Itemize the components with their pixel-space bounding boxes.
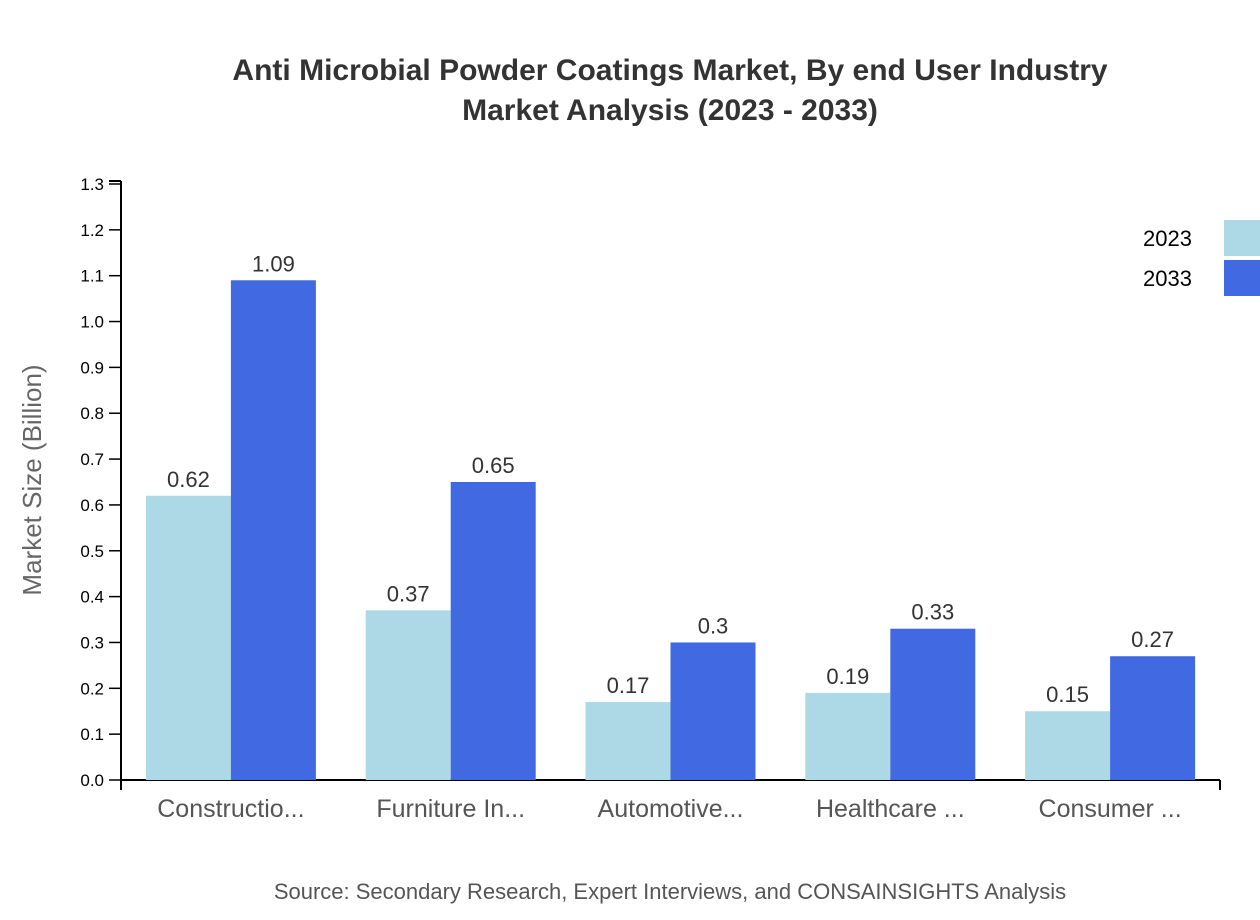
data-label: 0.33 [911, 600, 954, 625]
bar-2033 [1110, 656, 1196, 780]
bar-2033 [450, 482, 536, 780]
chart-title: Anti Microbial Powder Coatings Market, B… [232, 54, 1107, 87]
y-tick-label: 0.8 [80, 404, 104, 423]
y-tick-label: 1.2 [80, 221, 104, 240]
x-tick-label: Automotive... [598, 795, 744, 823]
legend-label: 2033 [1143, 266, 1192, 291]
data-label: 0.27 [1131, 627, 1174, 652]
y-axis-label: Market Size (Billion) [17, 364, 47, 595]
data-label: 0.17 [607, 673, 650, 698]
x-tick-label: Healthcare ... [816, 795, 965, 823]
bar-2023 [1025, 711, 1111, 780]
data-label: 0.19 [826, 664, 869, 689]
data-label: 0.15 [1046, 682, 1089, 707]
legend-swatch-2033 [1224, 260, 1260, 296]
legend-label: 2023 [1143, 226, 1192, 251]
x-tick-label: Constructio... [157, 795, 304, 823]
y-tick-label: 0.3 [80, 633, 104, 652]
y-tick-label: 0.6 [80, 496, 104, 515]
data-label: 1.09 [252, 251, 295, 276]
y-tick-label: 1.1 [80, 267, 104, 286]
y-tick-label: 0.7 [80, 450, 104, 469]
y-tick-label: 0.4 [80, 588, 104, 607]
y-tick-label: 0.0 [80, 771, 104, 790]
legend-swatch-2023 [1224, 220, 1260, 256]
x-tick-label: Furniture In... [376, 795, 525, 823]
bar-2023 [805, 692, 891, 780]
y-tick-label: 1.0 [80, 313, 104, 332]
y-tick-label: 0.2 [80, 679, 104, 698]
bar-2023 [145, 495, 231, 780]
y-tick-label: 0.9 [80, 358, 104, 377]
data-label: 0.37 [387, 581, 430, 606]
data-label: 0.65 [472, 453, 515, 478]
y-tick-label: 1.3 [80, 175, 104, 194]
chart-subtitle: Market Analysis (2023 - 2033) [462, 94, 878, 127]
bar-2023 [585, 702, 671, 780]
bar-2023 [365, 610, 451, 780]
y-tick-label: 0.5 [80, 542, 104, 561]
bar-2033 [890, 628, 976, 780]
bar-2033 [230, 280, 316, 780]
y-tick-label: 0.1 [80, 725, 104, 744]
source-note: Source: Secondary Research, Expert Inter… [274, 879, 1066, 904]
data-label: 0.3 [698, 613, 729, 638]
data-label: 0.62 [167, 467, 210, 492]
bar-2033 [670, 642, 756, 780]
x-tick-label: Consumer ... [1039, 795, 1182, 823]
